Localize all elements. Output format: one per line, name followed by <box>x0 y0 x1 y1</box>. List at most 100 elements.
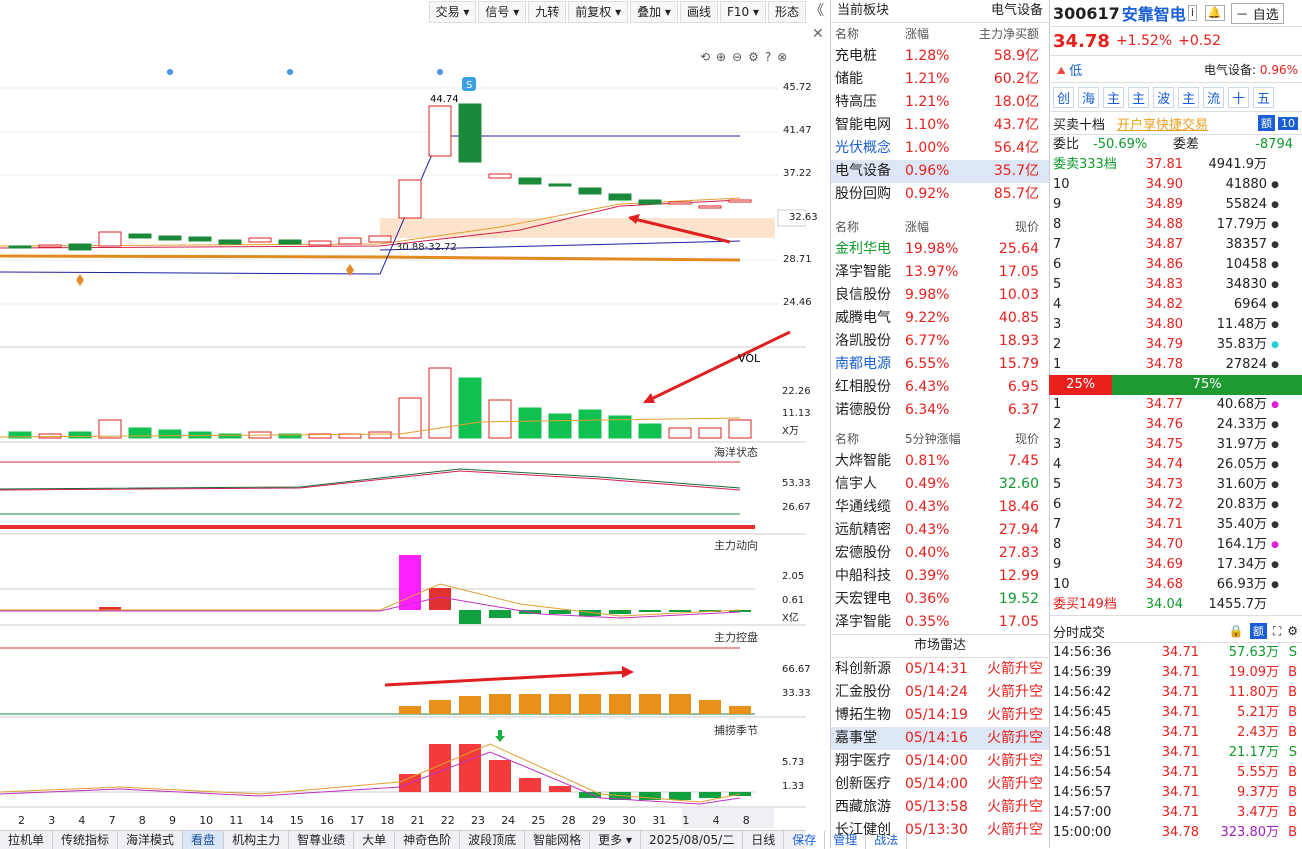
board-tag[interactable]: 波 <box>1153 86 1175 108</box>
speed-row[interactable]: 大烨智能 0.81% 7.45 <box>831 450 1049 473</box>
level-toggle[interactable]: 10 <box>1278 116 1298 130</box>
bottom-tab[interactable]: 大单 <box>354 831 396 849</box>
collapse-icon[interactable]: 《 <box>810 3 824 19</box>
sector-current[interactable]: 电气设备 <box>990 3 1043 18</box>
watchlist-button[interactable]: － 自选 <box>1230 2 1284 24</box>
radar-row[interactable]: 博拓生物 05/14:19 火箭升空 <box>831 704 1049 727</box>
bottom-tab[interactable]: 波段顶底 <box>460 831 526 849</box>
board-tag[interactable]: 主 <box>1103 86 1125 108</box>
trade-side: B <box>1288 665 1297 680</box>
stock-name[interactable]: 安靠智电 <box>1121 5 1186 24</box>
bottom-tab[interactable]: 机构主力 <box>224 831 290 849</box>
zldx-tick: 0.61 <box>782 595 805 606</box>
trade-side: B <box>1288 725 1297 740</box>
bottom-action[interactable]: 保存 <box>784 831 826 849</box>
board-tag[interactable]: 主 <box>1128 86 1150 108</box>
radar-row[interactable]: 西藏旅游 05/13:58 火箭升空 <box>831 796 1049 819</box>
bottom-tab[interactable]: 海洋模式 <box>118 831 184 849</box>
volume-bar <box>158 429 182 439</box>
board-tag[interactable]: 海 <box>1078 86 1100 108</box>
bottom-tab[interactable]: 智能网格 <box>525 831 591 849</box>
speed-row[interactable]: 信宇人 0.49% 32.60 <box>831 473 1049 496</box>
stock-change: 6.43% <box>905 379 950 395</box>
speed-row[interactable]: 宏德股份 0.40% 27.83 <box>831 542 1049 565</box>
bottom-tab[interactable]: 传统指标 <box>53 831 119 849</box>
board-tag[interactable]: 创 <box>1053 86 1075 108</box>
bottom-tab[interactable]: 智尊业绩 <box>289 831 355 849</box>
radar-row[interactable]: 长江健创 05/13:30 火箭升空 <box>831 819 1049 842</box>
radar-row[interactable]: 翔宇医疗 05/14:00 火箭升空 <box>831 750 1049 773</box>
toolbar-button[interactable]: 交易 ▾ <box>428 1 477 23</box>
bottom-tab[interactable]: 神奇色阶 <box>395 831 461 849</box>
close-icon[interactable]: ✕ <box>812 26 824 42</box>
gainer-row[interactable]: 良信股份 9.98% 10.03 <box>831 284 1049 307</box>
radar-row[interactable]: 科创新源 05/14:31 火箭升空 <box>831 658 1049 681</box>
radar-row[interactable]: 嘉事堂 05/14:16 火箭升空 <box>831 727 1049 750</box>
chart-controls[interactable]: ⟲⊕⊖⚙?⊗ <box>700 50 794 64</box>
bottom-action[interactable]: 管理 <box>825 831 867 849</box>
bottom-tab[interactable]: 看盘 <box>183 831 225 849</box>
toolbar-button[interactable]: 形态 <box>767 1 806 23</box>
board-tag[interactable]: 十 <box>1228 86 1250 108</box>
board-tag[interactable]: 主 <box>1178 86 1200 108</box>
gainer-row[interactable]: 诺德股份 6.34% 6.37 <box>831 399 1049 422</box>
expand-icon[interactable]: ⛶ <box>1272 623 1282 638</box>
info-icon[interactable]: i <box>1187 5 1197 21</box>
toolbar-button[interactable]: 画线 <box>679 1 718 23</box>
toolbar-button[interactable]: 信号 ▾ <box>478 1 527 23</box>
gainer-row[interactable]: 南都电源 6.55% 15.79 <box>831 353 1049 376</box>
toolbar-button[interactable]: 九转 <box>528 1 567 23</box>
sector-row[interactable]: 电气设备 0.96% 35.7亿 <box>831 160 1049 183</box>
amount-toggle-trades[interactable]: 额 <box>1249 623 1267 639</box>
radar-row[interactable]: 创新医疗 05/14:00 火箭升空 <box>831 773 1049 796</box>
chart-area[interactable]: 交易 ▾ 信号 ▾ 九转 前复权 ▾ 叠加 ▾ 画线 F10 ▾ 形态 44.74 30.88… <box>0 0 818 848</box>
radar-row[interactable]: 汇金股份 05/14:24 火箭升空 <box>831 681 1049 704</box>
stock-change: 0.81% <box>905 453 950 469</box>
sector-row[interactable]: 储能 1.21% 60.2亿 <box>831 68 1049 91</box>
gainer-row[interactable]: 威腾电气 9.22% 40.85 <box>831 307 1049 330</box>
board-tag[interactable]: 五 <box>1253 86 1275 108</box>
level-price: 34.88 <box>1145 217 1183 232</box>
toolbar-button[interactable]: F10 ▾ <box>719 1 766 23</box>
lock-icon[interactable]: 🔒 <box>1228 624 1244 638</box>
bottom-tab[interactable]: 拉机单 <box>0 831 54 849</box>
gainer-row[interactable]: 红相股份 6.43% 6.95 <box>831 376 1049 399</box>
gainer-row[interactable]: 金利华电 19.98% 25.64 <box>831 238 1049 261</box>
speed-row[interactable]: 天宏锂电 0.36% 19.52 <box>831 588 1049 611</box>
kline-svg[interactable]: 44.74 30.88-32.72 S VOL <box>0 22 806 830</box>
board-tag[interactable]: 流 <box>1203 86 1225 108</box>
speed-row[interactable]: 泽宇智能 0.35% 17.05 <box>831 611 1049 634</box>
zldx-bar <box>579 610 601 616</box>
trade-row: 14:56:54 34.71 5.55万 B <box>1049 763 1302 783</box>
sector-row[interactable]: 特高压 1.21% 18.0亿 <box>831 91 1049 114</box>
bottom-action[interactable]: 战法 <box>866 831 908 849</box>
volume-bar <box>368 431 392 439</box>
price-tick: 24.46 <box>783 297 812 308</box>
open-account-link[interactable]: 开户享快捷交易 <box>1117 117 1209 133</box>
settings-icon[interactable]: ⚙ <box>1287 624 1298 638</box>
risk-badge[interactable]: 🔺低 <box>1053 63 1083 79</box>
s-signal-icon[interactable] <box>462 77 476 91</box>
volume-bar <box>428 367 452 439</box>
sector-row[interactable]: 充电桩 1.28% 58.9亿 <box>831 45 1049 68</box>
sector-row[interactable]: 股份回购 0.92% 85.7亿 <box>831 183 1049 206</box>
speed-row[interactable]: 远航精密 0.43% 27.94 <box>831 519 1049 542</box>
level-price: 34.70 <box>1145 537 1183 552</box>
toolbar-button[interactable]: 叠加 ▾ <box>630 1 678 23</box>
speed-row[interactable]: 华通线缆 0.43% 18.46 <box>831 496 1049 519</box>
gainer-row[interactable]: 泽宇智能 13.97% 17.05 <box>831 261 1049 284</box>
bell-icon[interactable]: 🔔 <box>1204 5 1225 21</box>
gainer-row[interactable]: 洛凯股份 6.77% 18.93 <box>831 330 1049 353</box>
speed-row[interactable]: 中船科技 0.39% 12.99 <box>831 565 1049 588</box>
period-label[interactable]: 日线 <box>743 831 785 849</box>
stock-name: 宏德股份 <box>835 545 891 561</box>
sector-row[interactable]: 智能电网 1.10% 43.7亿 <box>831 114 1049 137</box>
stock-name: 泽宇智能 <box>835 614 891 630</box>
bottom-tab[interactable]: 更多 ▾ <box>590 831 641 849</box>
zldx-tick: 2.05 <box>782 571 805 582</box>
weicha-value: -8794 <box>1255 137 1293 152</box>
sector-row[interactable]: 光伏概念 1.00% 56.4亿 <box>831 137 1049 160</box>
level-volume: 17.34万 <box>1216 557 1267 572</box>
toolbar-button[interactable]: 前复权 ▾ <box>568 1 629 23</box>
amount-toggle[interactable]: 额 <box>1258 115 1275 131</box>
